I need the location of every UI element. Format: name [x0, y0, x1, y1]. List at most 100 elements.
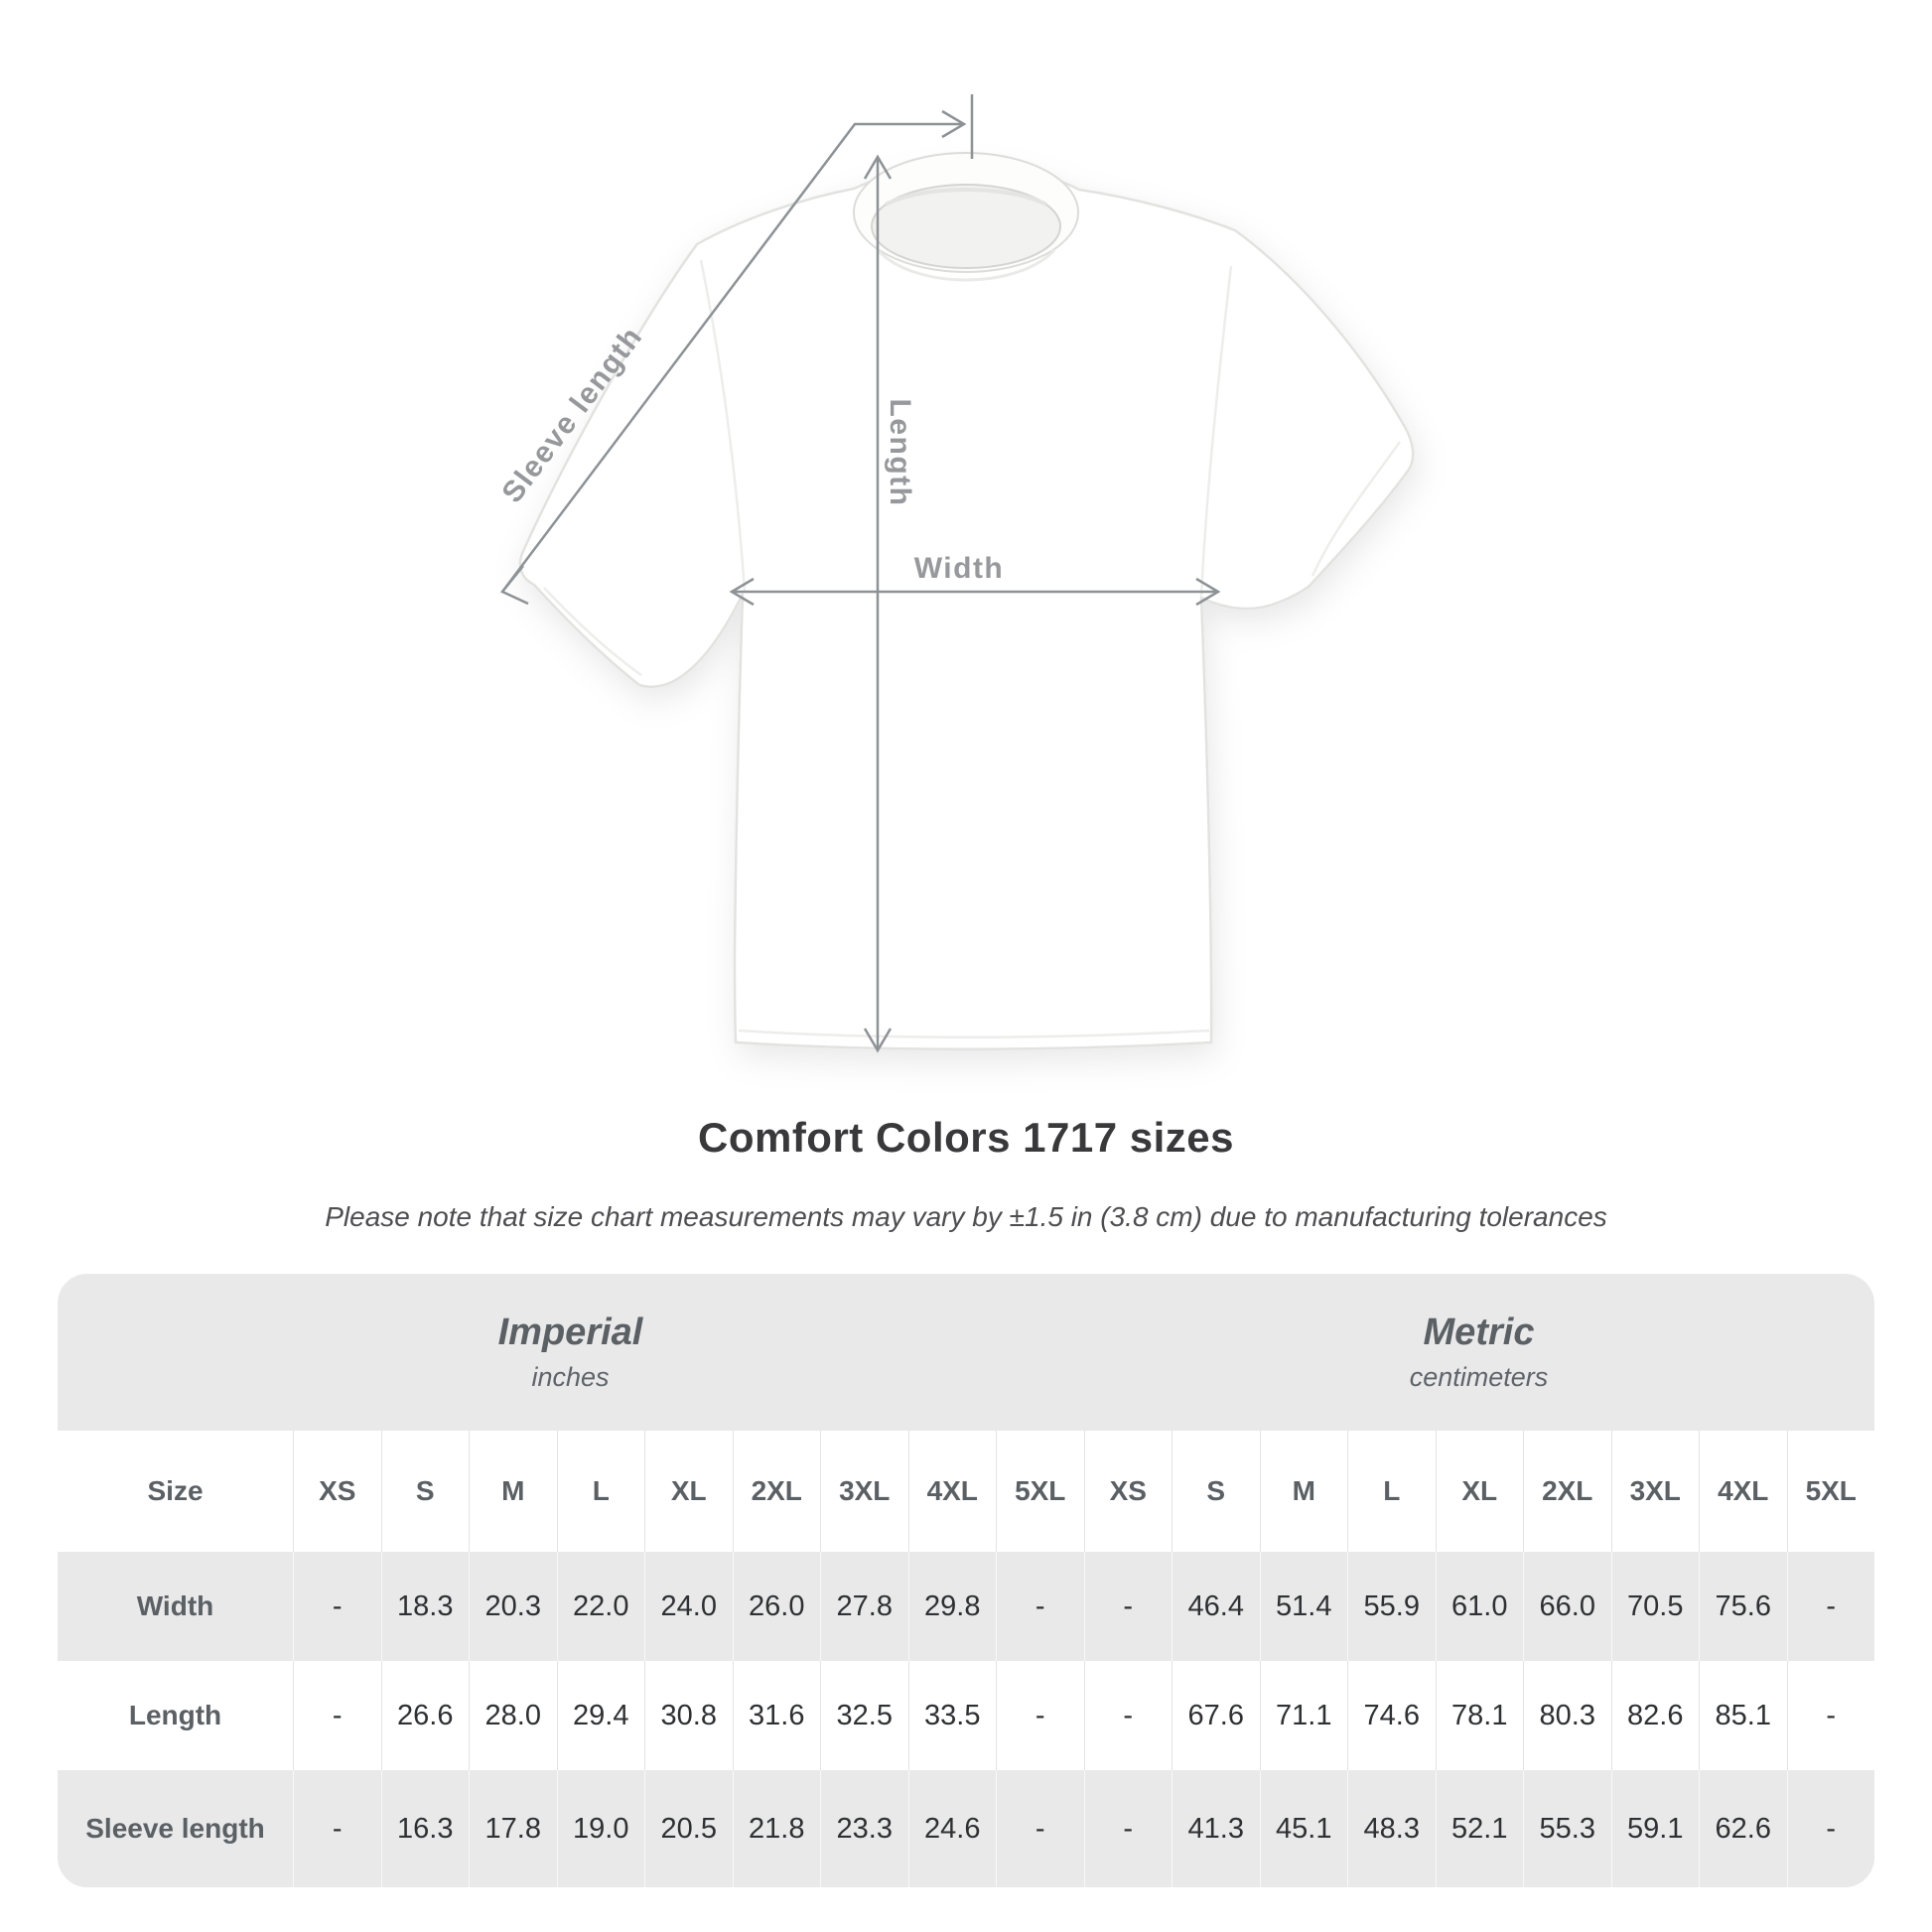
size-value-cell: 71.1 — [1259, 1661, 1348, 1770]
size-col-header: 5XL — [1786, 1431, 1875, 1552]
tolerance-note: Please note that size chart measurements… — [325, 1201, 1607, 1232]
imperial-group-title: Imperial — [497, 1311, 643, 1353]
size-col-header: M — [469, 1431, 557, 1552]
size-value-cell: 80.3 — [1523, 1661, 1611, 1770]
size-value-cell: 48.3 — [1347, 1770, 1436, 1887]
row-label: Length — [128, 1700, 222, 1730]
length-label: Length — [884, 398, 916, 507]
size-value-cell: - — [293, 1552, 381, 1661]
size-col-header: XS — [293, 1431, 381, 1552]
metric-group-subtitle: centimeters — [1409, 1362, 1549, 1392]
size-value-cell: 16.3 — [380, 1770, 470, 1887]
measurement-arrows — [500, 94, 1221, 1053]
size-col-header: XL — [644, 1431, 733, 1552]
size-col-header: XL — [1435, 1431, 1524, 1552]
size-column-label: Size — [147, 1475, 204, 1506]
size-value-cell: 51.4 — [1259, 1552, 1348, 1661]
size-value-cell: 32.5 — [820, 1661, 908, 1770]
size-value-cell: - — [293, 1770, 381, 1887]
size-value-cell: 22.0 — [556, 1552, 645, 1661]
size-value-cell: 78.1 — [1435, 1661, 1524, 1770]
size-value-cell: - — [996, 1770, 1084, 1887]
table-row-width: Width -18.3 20.3 22.0 24.0 26.0 27.8 29.8- -46.… — [58, 1552, 1874, 1661]
size-value-cell: - — [1786, 1661, 1875, 1770]
size-value-cell: 26.6 — [380, 1661, 470, 1770]
size-value-cell: 41.3 — [1172, 1770, 1260, 1887]
size-value-cell: - — [996, 1552, 1084, 1661]
size-value-cell: 27.8 — [820, 1552, 908, 1661]
size-value-cell: 52.1 — [1435, 1770, 1524, 1887]
size-value-cell: 29.4 — [556, 1661, 645, 1770]
size-col-header: S — [1172, 1431, 1260, 1552]
size-table: Imperial inches Metric centimeters Size … — [58, 1274, 1874, 1887]
tshirt-measurement-diagram: Sleeve length Length Width — [495, 94, 1415, 1053]
tshirt-body — [518, 160, 1415, 1051]
size-value-cell: 20.3 — [469, 1552, 557, 1661]
width-arrowhead-right — [1195, 577, 1221, 607]
size-value-cell: - — [996, 1661, 1084, 1770]
table-row-sleeve-length: Sleeve length -16.3 17.8 19.0 20.5 21.8 23.3 2… — [58, 1770, 1874, 1887]
size-value-cell: 70.5 — [1610, 1552, 1700, 1661]
size-value-cell: 74.6 — [1347, 1661, 1436, 1770]
size-value-cell: 17.8 — [469, 1770, 557, 1887]
row-size-header: Size XS S M L XL 2XL 3XL 4XL 5XL XS S M L XL 2XL 3XL 4XL… — [58, 1431, 1874, 1552]
size-col-header: 4XL — [907, 1431, 997, 1552]
metric-group-header: Metric centimeters — [1083, 1274, 1874, 1431]
sleeve-length-line — [501, 122, 964, 593]
size-value-cell: 29.8 — [907, 1552, 997, 1661]
imperial-group-header: Imperial inches — [58, 1274, 1083, 1431]
size-col-header: 2XL — [732, 1431, 821, 1552]
row-label: Sleeve length — [85, 1813, 265, 1844]
size-col-header: 5XL — [996, 1431, 1084, 1552]
size-value-cell: 19.0 — [556, 1770, 645, 1887]
tshirt-seams — [543, 259, 1402, 1039]
length-arrowhead-top — [863, 154, 893, 180]
length-arrowhead-bottom — [863, 1028, 893, 1053]
size-col-header: 3XL — [820, 1431, 908, 1552]
size-value-cell: 46.4 — [1172, 1552, 1260, 1661]
size-value-cell: 28.0 — [469, 1661, 557, 1770]
size-value-cell: 55.3 — [1523, 1770, 1611, 1887]
size-col-header: 2XL — [1523, 1431, 1611, 1552]
width-label: Width — [913, 552, 1005, 585]
tshirt-illustration — [500, 94, 1415, 1053]
size-value-cell: - — [1786, 1770, 1875, 1887]
tshirt-collar — [853, 152, 1079, 282]
size-value-cell: - — [1083, 1770, 1173, 1887]
table-row-length: Length -26.6 28.0 29.4 30.8 31.6 32.5 33.5- -67… — [58, 1661, 1874, 1770]
size-value-cell: 82.6 — [1610, 1661, 1700, 1770]
size-value-cell: 75.6 — [1699, 1552, 1787, 1661]
unit-group-header-row: Imperial inches Metric centimeters — [58, 1274, 1874, 1431]
row-label: Width — [136, 1590, 214, 1621]
size-value-cell: 24.6 — [907, 1770, 997, 1887]
sleeve-arrowhead-right — [941, 109, 967, 139]
size-value-cell: 45.1 — [1259, 1770, 1348, 1887]
size-value-cell: 26.0 — [732, 1552, 821, 1661]
size-value-cell: 21.8 — [732, 1770, 821, 1887]
size-value-cell: 85.1 — [1699, 1661, 1787, 1770]
size-col-header: 3XL — [1610, 1431, 1700, 1552]
size-col-header: 4XL — [1699, 1431, 1787, 1552]
size-col-header: S — [380, 1431, 470, 1552]
size-col-header: L — [556, 1431, 645, 1552]
size-value-cell: - — [1083, 1661, 1173, 1770]
size-col-header: M — [1259, 1431, 1348, 1552]
size-value-cell: 67.6 — [1172, 1661, 1260, 1770]
size-value-cell: 24.0 — [644, 1552, 733, 1661]
size-value-cell: 61.0 — [1435, 1552, 1524, 1661]
size-value-cell: 20.5 — [644, 1770, 733, 1887]
metric-group-title: Metric — [1423, 1311, 1535, 1353]
size-value-cell: 23.3 — [820, 1770, 908, 1887]
page-title: Comfort Colors 1717 sizes — [697, 1114, 1234, 1161]
size-value-cell: 30.8 — [644, 1661, 733, 1770]
size-col-header: L — [1347, 1431, 1436, 1552]
size-value-cell: - — [293, 1661, 381, 1770]
width-arrowhead-left — [729, 577, 755, 607]
size-value-cell: 59.1 — [1610, 1770, 1700, 1887]
size-col-header: XS — [1083, 1431, 1173, 1552]
imperial-group-subtitle: inches — [531, 1362, 610, 1392]
size-value-cell: - — [1083, 1552, 1173, 1661]
size-value-cell: 62.6 — [1699, 1770, 1787, 1887]
size-value-cell: - — [1786, 1552, 1875, 1661]
